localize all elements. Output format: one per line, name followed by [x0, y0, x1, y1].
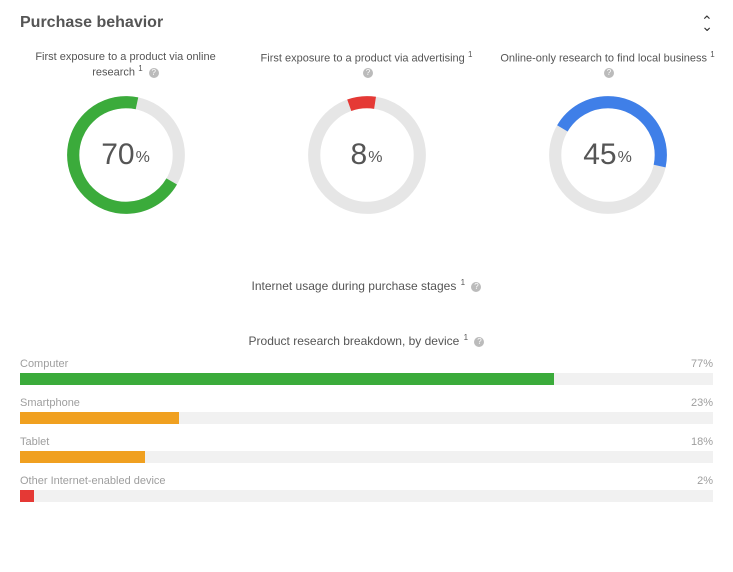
- donut-card: First exposure to a product via online r…: [10, 50, 241, 220]
- donut-chart: 8%: [302, 90, 432, 220]
- bar-track: [20, 451, 713, 463]
- collapse-icon[interactable]: ⌄ ⌄: [701, 16, 713, 31]
- donut-pct-symbol: %: [618, 143, 632, 167]
- bar-value: 18%: [691, 436, 713, 448]
- donut-row: First exposure to a product via online r…: [0, 40, 733, 220]
- footnote-marker: 1: [466, 50, 473, 59]
- donut-label-text: First exposure to a product via advertis…: [261, 53, 465, 65]
- donut-label: First exposure to a product via online r…: [10, 50, 241, 80]
- page-title: Purchase behavior: [20, 14, 163, 32]
- bar-head: Other Internet-enabled device 2%: [20, 475, 713, 487]
- section-title-breakdown: Product research breakdown, by device 1 …: [0, 333, 733, 348]
- bar-label: Other Internet-enabled device: [20, 475, 166, 487]
- donut-label-text: First exposure to a product via online r…: [35, 51, 215, 79]
- donut-label: Online-only research to find local busin…: [492, 50, 723, 80]
- info-icon[interactable]: ?: [604, 68, 614, 78]
- info-icon[interactable]: ?: [471, 282, 481, 292]
- bar-label: Smartphone: [20, 397, 80, 409]
- donut-value: 8: [351, 138, 368, 172]
- info-icon[interactable]: ?: [149, 68, 159, 78]
- bar-label: Tablet: [20, 436, 49, 448]
- donut-chart: 70%: [61, 90, 191, 220]
- bar-fill: [20, 373, 554, 385]
- donut-card: First exposure to a product via advertis…: [251, 50, 482, 220]
- donut-pct-symbol: %: [136, 143, 150, 167]
- donut-value: 45: [583, 138, 616, 172]
- footnote-marker: 1: [708, 50, 715, 59]
- section-title-usage-text: Internet usage during purchase stages: [252, 279, 457, 293]
- bar-head: Computer 77%: [20, 358, 713, 370]
- donut-card: Online-only research to find local busin…: [492, 50, 723, 220]
- header: Purchase behavior ⌄ ⌄: [0, 0, 733, 40]
- donut-pct-symbol: %: [368, 143, 382, 167]
- info-icon[interactable]: ?: [363, 68, 373, 78]
- bar-fill: [20, 412, 179, 424]
- bar-row: Tablet 18%: [20, 436, 713, 463]
- donut-label-text: Online-only research to find local busin…: [500, 53, 707, 65]
- bar-track: [20, 412, 713, 424]
- bar-value: 2%: [697, 475, 713, 487]
- bar-row: Other Internet-enabled device 2%: [20, 475, 713, 502]
- footnote-marker: 1: [136, 64, 143, 73]
- bar-track: [20, 373, 713, 385]
- bar-chart: Computer 77% Smartphone 23% Tablet 18% Other I…: [0, 358, 733, 502]
- bar-row: Smartphone 23%: [20, 397, 713, 424]
- section-title-usage: Internet usage during purchase stages 1 …: [0, 278, 733, 293]
- info-icon[interactable]: ?: [474, 337, 484, 347]
- bar-value: 77%: [691, 358, 713, 370]
- bar-label: Computer: [20, 358, 68, 370]
- section-title-breakdown-text: Product research breakdown, by device: [249, 334, 460, 348]
- bar-track: [20, 490, 713, 502]
- bar-fill: [20, 490, 34, 502]
- bar-row: Computer 77%: [20, 358, 713, 385]
- footnote-marker: 1: [461, 278, 465, 287]
- donut-value: 70: [101, 138, 134, 172]
- bar-fill: [20, 451, 145, 463]
- bar-head: Tablet 18%: [20, 436, 713, 448]
- footnote-marker: 1: [464, 333, 468, 342]
- bar-value: 23%: [691, 397, 713, 409]
- donut-chart: 45%: [543, 90, 673, 220]
- bar-head: Smartphone 23%: [20, 397, 713, 409]
- donut-label: First exposure to a product via advertis…: [251, 50, 482, 80]
